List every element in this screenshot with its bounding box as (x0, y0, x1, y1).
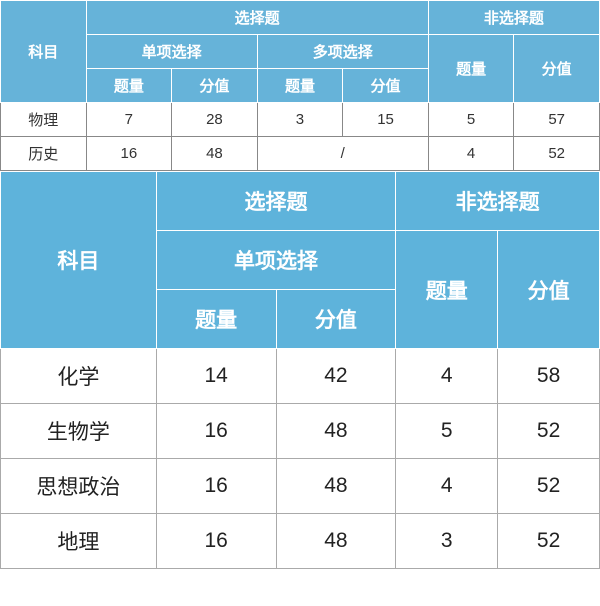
cell-m-merged: / (257, 137, 428, 171)
col-n-count: 题量 (428, 35, 514, 103)
cell-subject: 思想政治 (1, 459, 157, 514)
cell-s-score: 42 (276, 349, 396, 404)
cell-n-score: 58 (498, 349, 600, 404)
col-s-count: 题量 (86, 69, 172, 103)
cell-n-count: 4 (428, 137, 514, 171)
table-1: 科目 选择题 非选择题 单项选择 多项选择 题量 分值 题量 分值 题量 分值 … (0, 0, 600, 171)
table-row: 物理 7 28 3 15 5 57 (1, 103, 600, 137)
col-s-count: 题量 (156, 290, 276, 349)
cell-s-score: 48 (172, 137, 258, 171)
cell-n-count: 4 (396, 459, 498, 514)
col-s-score: 分值 (172, 69, 258, 103)
table-2: 科目 选择题 非选择题 单项选择 题量 分值 题量 分值 化学 14 42 4 … (0, 171, 600, 569)
table-row: 地理 16 48 3 52 (1, 514, 600, 569)
col-choice: 选择题 (156, 172, 396, 231)
table-row: 化学 14 42 4 58 (1, 349, 600, 404)
cell-subject: 历史 (1, 137, 87, 171)
cell-s-count: 16 (156, 459, 276, 514)
cell-m-score: 15 (343, 103, 429, 137)
cell-s-score: 48 (276, 404, 396, 459)
col-multi: 多项选择 (257, 35, 428, 69)
cell-n-count: 5 (428, 103, 514, 137)
table-row: 历史 16 48 / 4 52 (1, 137, 600, 171)
cell-n-score: 52 (498, 459, 600, 514)
cell-subject: 化学 (1, 349, 157, 404)
cell-s-count: 7 (86, 103, 172, 137)
cell-n-count: 3 (396, 514, 498, 569)
cell-s-score: 28 (172, 103, 258, 137)
cell-n-count: 5 (396, 404, 498, 459)
cell-s-score: 48 (276, 514, 396, 569)
cell-subject: 地理 (1, 514, 157, 569)
col-n-score: 分值 (498, 231, 600, 349)
col-m-count: 题量 (257, 69, 343, 103)
cell-n-score: 52 (514, 137, 600, 171)
cell-n-score: 52 (498, 404, 600, 459)
col-nonchoice: 非选择题 (396, 172, 600, 231)
cell-n-score: 52 (498, 514, 600, 569)
cell-m-count: 3 (257, 103, 343, 137)
col-s-score: 分值 (276, 290, 396, 349)
col-m-score: 分值 (343, 69, 429, 103)
col-subject: 科目 (1, 1, 87, 103)
col-single: 单项选择 (86, 35, 257, 69)
col-n-count: 题量 (396, 231, 498, 349)
col-subject: 科目 (1, 172, 157, 349)
cell-s-count: 14 (156, 349, 276, 404)
cell-n-score: 57 (514, 103, 600, 137)
cell-s-count: 16 (86, 137, 172, 171)
cell-subject: 生物学 (1, 404, 157, 459)
col-nonchoice: 非选择题 (428, 1, 599, 35)
cell-n-count: 4 (396, 349, 498, 404)
cell-s-score: 48 (276, 459, 396, 514)
col-n-score: 分值 (514, 35, 600, 103)
cell-s-count: 16 (156, 404, 276, 459)
table-row: 生物学 16 48 5 52 (1, 404, 600, 459)
table-row: 思想政治 16 48 4 52 (1, 459, 600, 514)
col-choice: 选择题 (86, 1, 428, 35)
cell-s-count: 16 (156, 514, 276, 569)
cell-subject: 物理 (1, 103, 87, 137)
col-single: 单项选择 (156, 231, 396, 290)
